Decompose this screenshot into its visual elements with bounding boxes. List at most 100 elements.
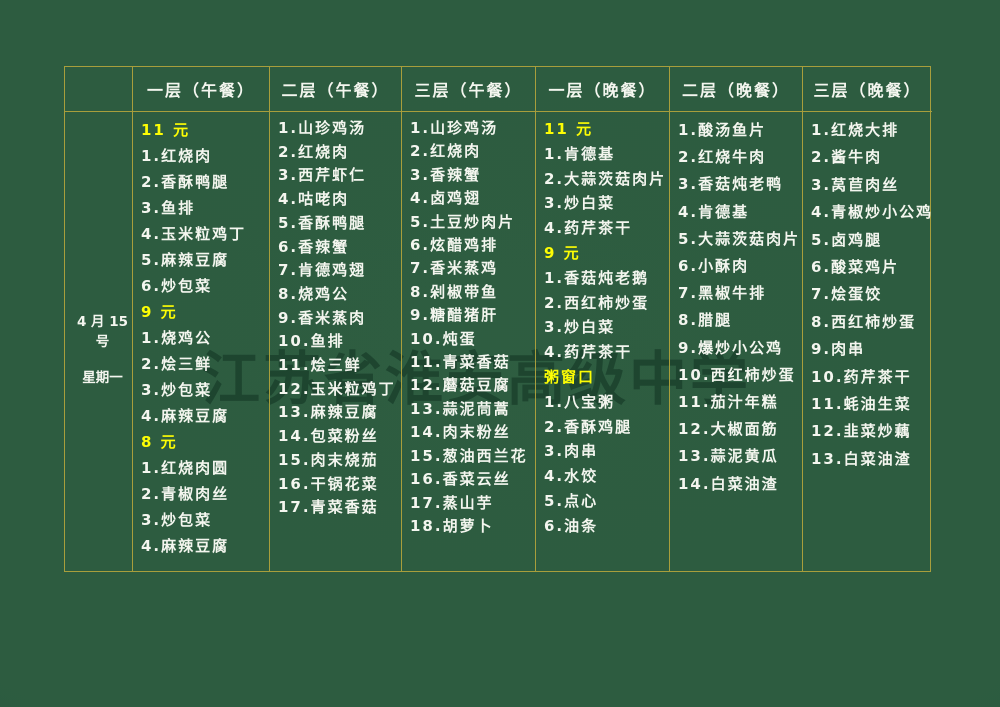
price-label: 8 元: [141, 433, 178, 451]
menu-item: 6.香辣蟹: [278, 237, 350, 256]
menu-item: 2.青椒肉丝: [141, 485, 230, 503]
menu-item: 5.土豆炒肉片: [410, 212, 516, 231]
menu-item: 3.炒白菜: [544, 194, 616, 213]
menu-column-floor3-lunch: 1.山珍鸡汤 2.红烧肉 3.香辣蟹 4.卤鸡翅 5.土豆炒肉片 6.炫醋鸡排 7.香米蒸鸡…: [401, 112, 535, 571]
menu-item: 6.油条: [544, 516, 599, 535]
menu-item: 5.卤鸡腿: [811, 230, 883, 249]
menu-item: 4.青椒炒小公鸡: [811, 203, 934, 222]
menu-item: 7.肯德鸡翅: [278, 261, 367, 280]
price-label: 11 元: [544, 120, 594, 138]
menu-item: 18.胡萝卜: [410, 516, 494, 535]
menu-item: 7.黑椒牛排: [678, 284, 767, 303]
menu-item: 8.剁椒带鱼: [410, 282, 499, 301]
menu-item: 3.鱼排: [141, 199, 196, 217]
menu-item: 10.西红柿炒蛋: [678, 365, 796, 384]
menu-item: 1.香菇炖老鹅: [544, 268, 650, 287]
menu-item: 3.炒包菜: [141, 511, 213, 529]
price-label: 9 元: [544, 243, 581, 262]
column-header-floor3-dinner: 三层（晚餐）: [802, 67, 932, 112]
menu-item: 1.山珍鸡汤: [410, 119, 499, 137]
price-label: 11 元: [141, 121, 191, 139]
menu-item: 11.青菜香菇: [410, 353, 511, 372]
menu-item: 11.烩三鲜: [278, 356, 362, 375]
menu-item: 4.肯德基: [678, 202, 750, 221]
menu-item: 3.莴苣肉丝: [811, 175, 900, 194]
menu-item: 9.糖醋猪肝: [410, 306, 499, 325]
menu-item: 2.酱牛肉: [811, 148, 883, 167]
menu-item: 2.红烧肉: [278, 142, 350, 161]
menu-item: 1.酸汤鱼片: [678, 121, 767, 139]
menu-item: 4.麻辣豆腐: [141, 537, 230, 555]
menu-item: 3.肉串: [544, 442, 599, 461]
menu-item: 5.香酥鸭腿: [278, 213, 367, 232]
menu-item: 12.蘑菇豆腐: [410, 376, 511, 395]
menu-item: 15.葱油西兰花: [410, 446, 528, 465]
menu-item: 3.香菇炖老鸭: [678, 175, 784, 194]
menu-item: 4.药芹茶干: [544, 219, 633, 238]
menu-item: 13.白菜油渣: [811, 449, 912, 468]
menu-item: 4.玉米粒鸡丁: [141, 225, 247, 243]
menu-item: 5.大蒜茨菇肉片: [678, 229, 801, 248]
menu-item: 13.蒜泥黄瓜: [678, 447, 779, 466]
menu-item: 1.烧鸡公: [141, 329, 213, 347]
price-label: 粥窗口: [544, 367, 596, 386]
menu-table: 一层（午餐） 二层（午餐） 三层（午餐） 一层（晚餐） 二层（晚餐） 三层（晚餐） 4 月 …: [64, 66, 932, 572]
menu-item: 5.麻辣豆腐: [141, 251, 230, 269]
menu-item: 14.包菜粉丝: [278, 427, 379, 446]
date-cell: 4 月 15 号星期一: [65, 112, 132, 571]
menu-item: 8.腊腿: [678, 311, 733, 330]
corner-cell: [65, 67, 132, 112]
menu-item: 1.红烧肉: [141, 147, 213, 165]
menu-item: 1.红烧肉圆: [141, 459, 230, 477]
menu-item: 8.西红柿炒蛋: [811, 312, 917, 331]
menu-column-floor1-lunch: 11 元 1.红烧肉 2.香酥鸭腿 3.鱼排 4.玉米粒鸡丁 5.麻辣豆腐 6.炒包菜 9 元…: [132, 112, 269, 571]
menu-item: 17.青菜香菇: [278, 498, 379, 517]
menu-item: 4.水饺: [544, 467, 599, 486]
weekday-text: 星期一: [82, 370, 123, 386]
menu-item: 4.咕咾肉: [278, 190, 350, 209]
menu-item: 13.蒜泥茼蒿: [410, 399, 511, 418]
menu-item: 14.肉末粉丝: [410, 423, 511, 442]
column-header-floor3-lunch: 三层（午餐）: [401, 67, 535, 112]
menu-item: 2.大蒜茨菇肉片: [544, 169, 667, 188]
menu-item: 1.红烧大排: [811, 121, 900, 139]
menu-item: 3.香辣蟹: [410, 165, 482, 184]
menu-item: 10.药芹茶干: [811, 367, 912, 386]
menu-item: 15.肉末烧茄: [278, 450, 379, 469]
menu-item: 1.肯德基: [544, 144, 616, 163]
menu-item: 6.小酥肉: [678, 257, 750, 276]
menu-item: 12.韭菜炒藕: [811, 422, 912, 441]
menu-item: 12.玉米粒鸡丁: [278, 379, 396, 398]
menu-column-floor1-dinner: 11 元 1.肯德基 2.大蒜茨菇肉片 3.炒白菜 4.药芹茶干 9 元 1.香菇炖老鹅 2.…: [535, 112, 669, 571]
menu-item: 9.肉串: [811, 340, 866, 359]
column-header-floor2-dinner: 二层（晚餐）: [669, 67, 802, 112]
menu-item: 6.炒包菜: [141, 277, 213, 295]
menu-item: 7.香米蒸鸡: [410, 259, 499, 278]
menu-item: 4.卤鸡翅: [410, 189, 482, 208]
column-header-floor2-lunch: 二层（午餐）: [269, 67, 401, 112]
menu-item: 10.炖蛋: [410, 329, 477, 348]
menu-item: 10.鱼排: [278, 332, 345, 351]
menu-item: 14.白菜油渣: [678, 474, 779, 493]
menu-item: 7.烩蛋饺: [811, 285, 883, 304]
menu-item: 4.药芹茶干: [544, 343, 633, 362]
menu-item: 6.炫醋鸡排: [410, 236, 499, 255]
menu-item: 3.炒包菜: [141, 381, 213, 399]
menu-item: 3.炒白菜: [544, 318, 616, 337]
menu-item: 1.山珍鸡汤: [278, 119, 367, 137]
menu-column-floor2-dinner: 1.酸汤鱼片 2.红烧牛肉 3.香菇炖老鸭 4.肯德基 5.大蒜茨菇肉片 6.小酥肉 7.黑…: [669, 112, 802, 571]
menu-item: 16.香菜云丝: [410, 470, 511, 489]
menu-item: 5.点心: [544, 491, 599, 510]
menu-column-floor3-dinner: 1.红烧大排 2.酱牛肉 3.莴苣肉丝 4.青椒炒小公鸡 5.卤鸡腿 6.酸菜鸡片 7.烩蛋…: [802, 112, 932, 571]
menu-item: 16.干锅花菜: [278, 474, 379, 493]
menu-item: 1.八宝粥: [544, 392, 616, 411]
column-header-floor1-dinner: 一层（晚餐）: [535, 67, 669, 112]
menu-item: 13.麻辣豆腐: [278, 403, 379, 422]
column-header-floor1-lunch: 一层（午餐）: [132, 67, 269, 112]
date-text: 4 月 15 号: [76, 314, 129, 350]
menu-item: 2.香酥鸭腿: [141, 173, 230, 191]
menu-item: 6.酸菜鸡片: [811, 258, 900, 277]
menu-item: 12.大椒面筋: [678, 420, 779, 439]
menu-item: 8.烧鸡公: [278, 284, 350, 303]
menu-item: 9.香米蒸肉: [278, 308, 367, 327]
